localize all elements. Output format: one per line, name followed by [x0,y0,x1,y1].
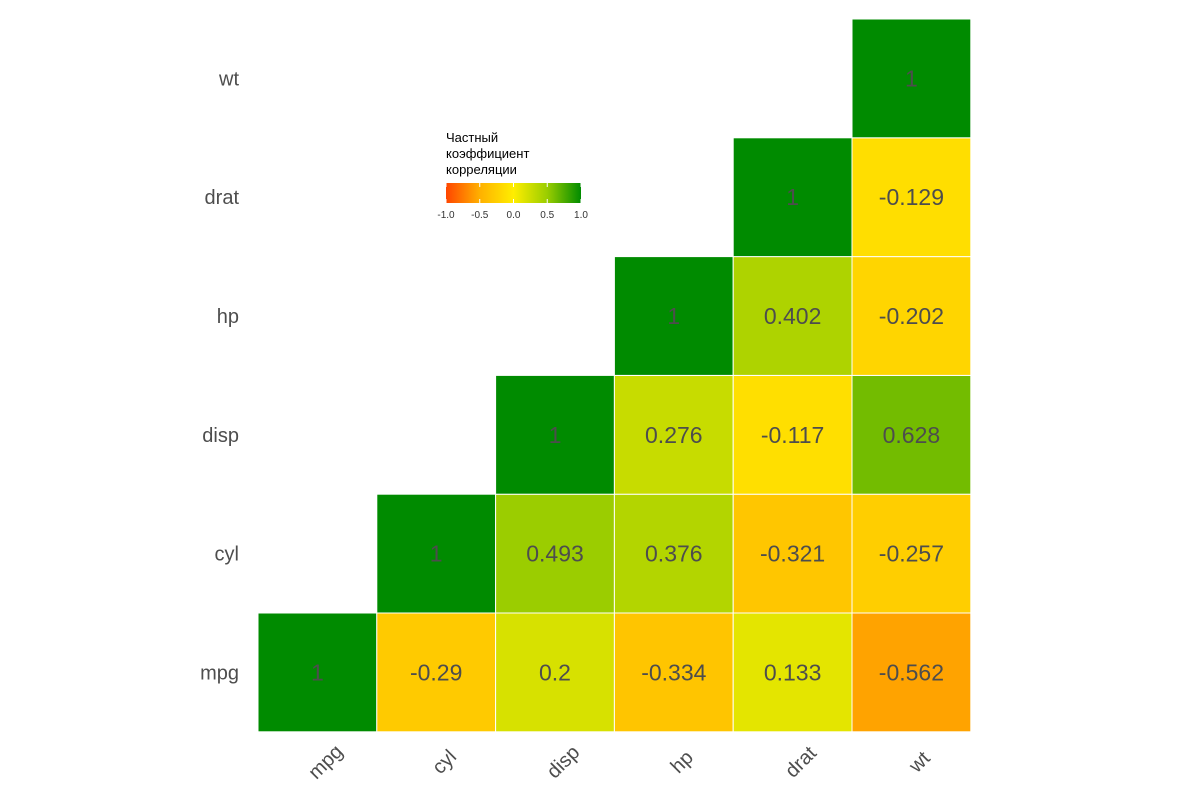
cell-value-label: 0.376 [645,541,703,567]
x-tick-label-disp: disp [543,742,585,784]
cell-value-label: 0.402 [764,303,822,329]
legend-tick-label: -0.5 [471,210,489,221]
heatmap-cell-disp-disp [495,374,615,495]
heatmap-cell-hp-cyl [613,493,734,614]
cell-value-label: 0.2 [539,659,571,685]
cell-value-label: -0.257 [879,541,944,567]
cell-value-label: 1 [667,303,680,329]
y-axis: mpg cyl disp hp drat wt [200,68,239,684]
cell-value-label: -0.117 [761,422,825,448]
x-tick-label-mpg: mpg [304,741,347,784]
cell-value-label: 1 [311,659,324,685]
legend-title-line: коэффициент [446,146,529,161]
y-tick-label-hp: hp [217,306,239,328]
heatmap-cell-wt-disp [851,374,972,495]
legend-tick-label: 1.0 [574,210,588,221]
heatmap-cell-drat-drat [732,137,853,258]
cell-value-label: -0.334 [641,659,706,685]
heatmap-cells [257,18,972,733]
heatmap-cell-cyl-mpg [376,612,497,733]
cell-value-label: 1 [786,184,799,210]
x-tick-label-hp: hp [667,747,698,778]
cell-value-label: 0.133 [764,659,822,685]
y-tick-label-mpg: mpg [200,662,239,684]
legend-title-line: корреляции [446,162,517,177]
heatmap-cell-drat-cyl [732,493,853,614]
x-tick-label-drat: drat [781,742,821,782]
cell-value-label: 0.493 [526,541,584,567]
cell-value-label: 0.276 [645,422,703,448]
legend-tick-label: -1.0 [437,210,455,221]
x-tick-label-wt: wt [904,747,935,778]
x-axis: mpg cyl disp hp drat wt [304,741,935,784]
heatmap-cell-wt-cyl [851,493,972,614]
y-tick-label-wt: wt [218,68,239,90]
cell-value-label: -0.321 [760,541,825,567]
heatmap-cell-hp-hp [613,256,734,376]
y-tick-label-drat: drat [205,187,240,209]
heatmap-cell-labels: 1 -0.29 0.2 -0.334 0.133 -0.562 1 0.493 0.376 -0.… [311,65,944,685]
legend-tick-label: 0.5 [540,210,554,221]
heatmap-cell-drat-mpg [732,612,853,733]
cell-value-label: -0.29 [410,659,462,685]
cell-value-label: 0.628 [883,422,941,448]
x-tick-label-cyl: cyl [428,746,461,779]
cell-value-label: 1 [430,541,443,567]
legend-title-line: Частный [446,130,498,145]
cell-value-label: 1 [905,65,918,91]
cell-value-label: -0.202 [879,303,944,329]
heatmap-cell-hp-disp [613,374,734,495]
heatmap-cell-cyl-cyl [376,493,497,614]
heatmap-cell-drat-hp [732,256,853,376]
heatmap-cell-wt-drat [851,137,972,258]
legend-tick-label: 0.0 [507,210,521,221]
cell-value-label: -0.129 [879,184,944,210]
cell-value-label: 1 [549,422,562,448]
heatmap-cell-wt-mpg [851,612,972,733]
heatmap-cell-wt-hp [851,256,972,376]
y-tick-label-cyl: cyl [215,544,239,566]
y-tick-label-disp: disp [202,425,239,447]
cell-value-label: -0.562 [879,659,944,685]
heatmap-cell-hp-mpg [613,612,734,733]
heatmap-cell-wt-wt [851,18,972,139]
heatmap-cell-mpg-mpg [257,612,378,733]
legend-ticks: -1.0 -0.5 0.0 0.5 1.0 [437,183,588,221]
heatmap-cell-disp-cyl [495,493,615,614]
legend-colorbar [446,183,581,203]
